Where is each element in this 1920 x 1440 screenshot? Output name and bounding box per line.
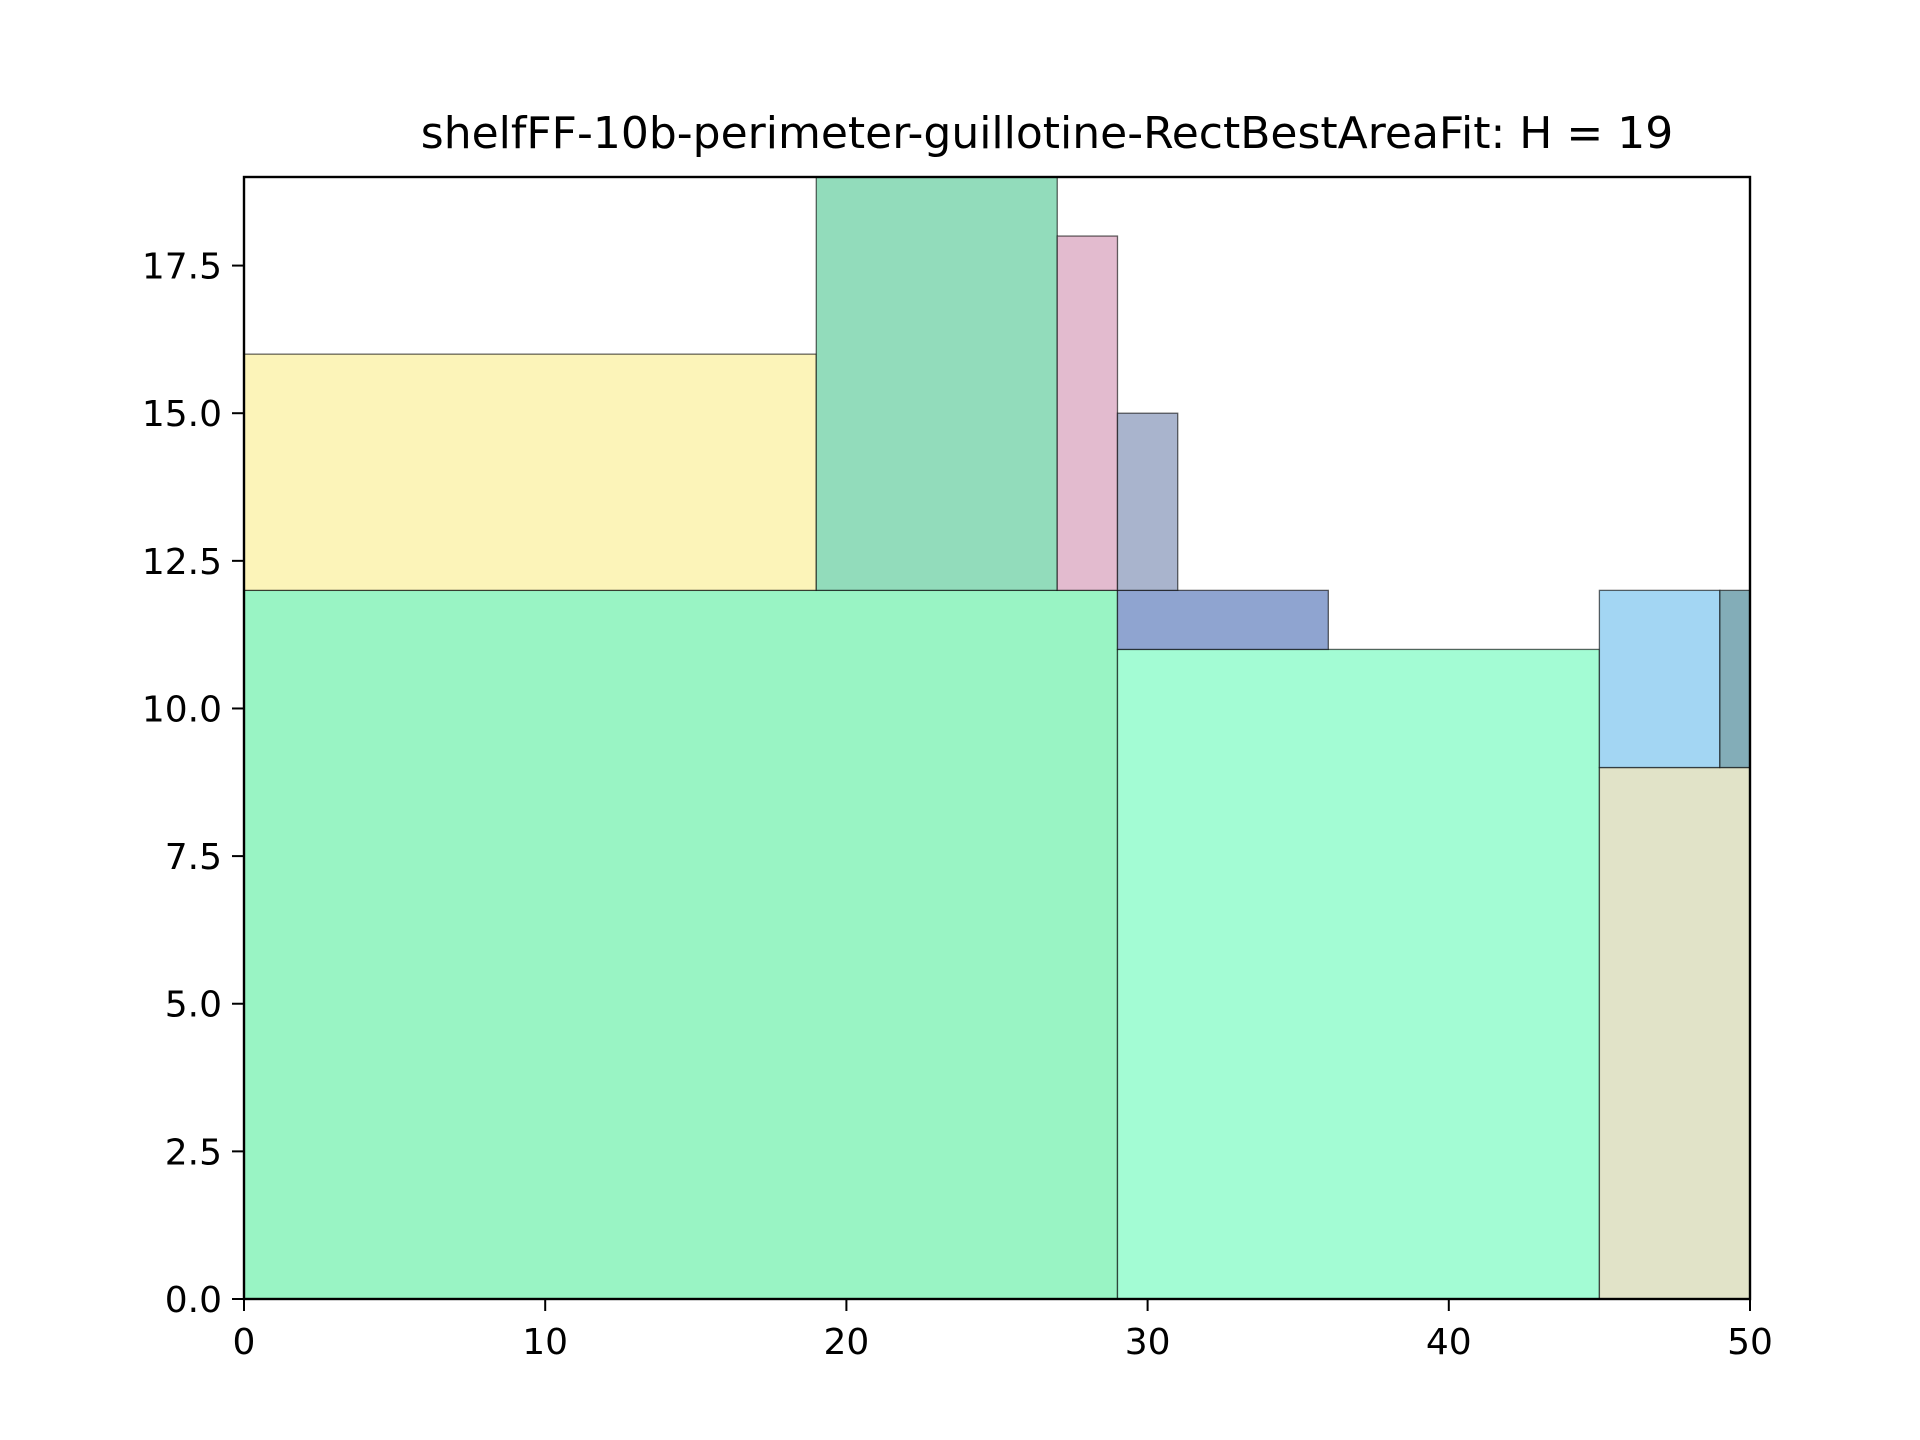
x-tick-label: 20	[823, 1322, 869, 1363]
y-axis: 0.0 2.5 5.0 7.5 10.0 12.5 15.0 17.5	[142, 247, 244, 1321]
packed-rect-3	[1598, 766, 1751, 1300]
x-axis: 0 10 20 30 40 50	[233, 1299, 1773, 1363]
packed-rect-6	[1116, 589, 1329, 651]
y-tick-label: 0.0	[165, 1280, 222, 1321]
packed-rect-10	[1116, 412, 1179, 592]
x-tick-label: 40	[1426, 1322, 1472, 1363]
packed-rect-1	[243, 589, 1119, 1300]
y-tick-label: 7.5	[165, 837, 222, 878]
x-tick-label: 50	[1727, 1322, 1773, 1363]
y-tick-label: 2.5	[165, 1132, 222, 1173]
x-tick-label: 10	[522, 1322, 568, 1363]
y-tick-label: 12.5	[142, 542, 222, 583]
packed-rect-4	[1598, 589, 1721, 769]
y-tick-label: 5.0	[165, 985, 222, 1026]
y-tick-label: 10.0	[142, 689, 222, 730]
y-tick-label: 17.5	[142, 247, 222, 288]
x-tick-label: 30	[1125, 1322, 1171, 1363]
x-tick-label: 0	[233, 1322, 256, 1363]
packed-rect-8	[815, 176, 1058, 592]
packed-rect-7	[243, 353, 817, 592]
rectangles-layer	[243, 176, 1751, 1300]
packed-rect-2	[1116, 648, 1601, 1300]
packed-rect-5	[1719, 589, 1751, 769]
chart-title: shelfFF-10b-perimeter-guillotine-RectBes…	[421, 108, 1673, 159]
axes-frame	[242, 175, 1752, 1301]
y-tick-label: 15.0	[142, 394, 222, 435]
packed-rect-9	[1056, 235, 1119, 592]
